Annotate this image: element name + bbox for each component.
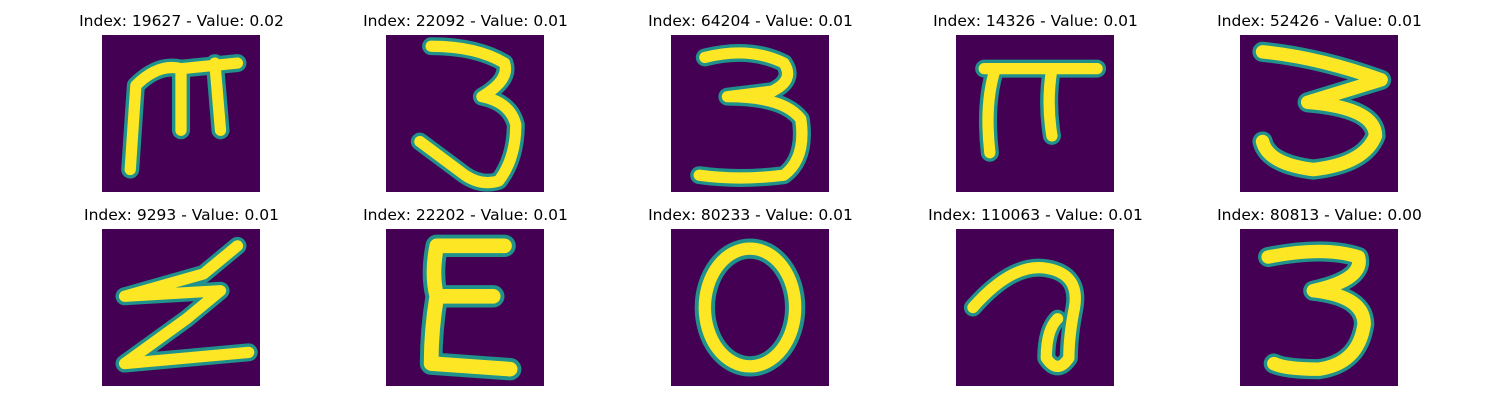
panel-4: Index: 14326 - Value: 0.01: [893, 0, 1178, 192]
digit-image: [102, 35, 260, 192]
panel-title: Index: 64204 - Value: 0.01: [648, 12, 853, 30]
panel-title: Index: 80233 - Value: 0.01: [648, 206, 853, 224]
panel-title: Index: 9293 - Value: 0.01: [84, 206, 279, 224]
digit-image: [671, 35, 829, 192]
panel-9: Index: 110063 - Value: 0.01: [893, 193, 1178, 386]
digit-image: [1240, 35, 1398, 192]
digit-image: [102, 229, 260, 386]
panel-3: Index: 64204 - Value: 0.01: [608, 0, 893, 192]
digit-image: [386, 35, 544, 192]
panel-title: Index: 52426 - Value: 0.01: [1217, 12, 1422, 30]
digit-image: [1240, 229, 1398, 386]
panel-5: Index: 52426 - Value: 0.01: [1177, 0, 1462, 192]
panel-10: Index: 80813 - Value: 0.00: [1177, 193, 1462, 386]
panel-title: Index: 110063 - Value: 0.01: [928, 206, 1143, 224]
panel-title: Index: 14326 - Value: 0.01: [933, 12, 1138, 30]
panel-6: Index: 9293 - Value: 0.01: [39, 193, 324, 386]
digit-image: [386, 229, 544, 386]
panel-title: Index: 19627 - Value: 0.02: [79, 12, 284, 30]
panel-8: Index: 80233 - Value: 0.01: [608, 193, 893, 386]
panel-2: Index: 22092 - Value: 0.01: [323, 0, 608, 192]
digit-image: [956, 229, 1114, 386]
panel-7: Index: 22202 - Value: 0.01: [323, 193, 608, 386]
panel-1: Index: 19627 - Value: 0.02: [39, 0, 324, 192]
panel-title: Index: 22202 - Value: 0.01: [363, 206, 568, 224]
panel-title: Index: 80813 - Value: 0.00: [1217, 206, 1422, 224]
panel-title: Index: 22092 - Value: 0.01: [363, 12, 568, 30]
digit-image: [956, 35, 1114, 192]
digit-image: [671, 229, 829, 386]
